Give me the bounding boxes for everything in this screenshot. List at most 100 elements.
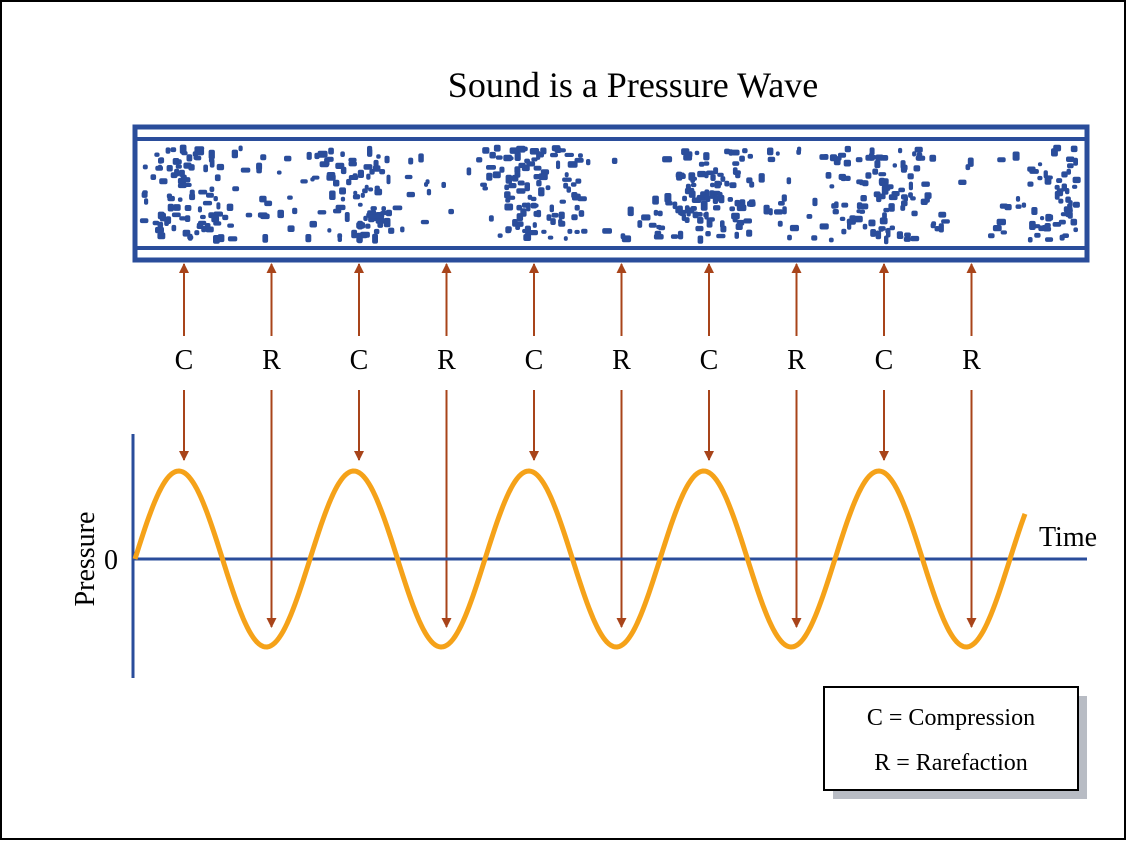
air-particle: [714, 180, 721, 189]
air-particle: [988, 233, 995, 239]
air-particle: [524, 182, 530, 192]
air-particle: [823, 154, 829, 160]
air-particle: [684, 217, 690, 223]
air-particle: [652, 195, 659, 205]
air-particle: [1034, 232, 1041, 238]
air-particle: [1045, 237, 1054, 242]
air-particle: [142, 190, 148, 195]
air-particle: [1072, 184, 1078, 189]
air-particle: [586, 159, 591, 166]
air-particle: [828, 237, 834, 243]
air-particle: [545, 185, 551, 191]
air-particle: [903, 236, 911, 242]
air-particle: [287, 225, 295, 232]
air-particle: [879, 217, 888, 225]
air-particle: [581, 228, 588, 234]
air-particle: [859, 180, 867, 186]
air-particle: [505, 174, 513, 184]
air-particle: [379, 169, 386, 175]
air-particle: [881, 185, 889, 195]
compression-label: C: [525, 345, 544, 376]
air-particle: [896, 234, 904, 239]
air-particle: [778, 201, 785, 206]
air-particle: [563, 182, 569, 189]
air-particle: [547, 235, 554, 240]
air-particle: [811, 235, 818, 241]
air-particle: [1072, 201, 1080, 208]
air-particle: [182, 229, 191, 237]
air-particle: [383, 217, 391, 228]
air-particle: [238, 145, 243, 152]
air-particle: [697, 235, 704, 244]
air-particle: [690, 182, 697, 188]
air-particle: [365, 223, 371, 229]
air-particle: [862, 223, 868, 230]
air-particle: [838, 173, 847, 180]
air-particle: [363, 164, 373, 170]
air-particle: [758, 173, 765, 183]
air-particle: [777, 220, 783, 227]
air-particle: [227, 223, 234, 228]
air-particle: [227, 236, 238, 242]
air-particle: [523, 234, 532, 241]
air-particle: [844, 145, 851, 153]
air-particle: [662, 156, 673, 163]
air-particle: [916, 152, 923, 161]
air-particle: [892, 163, 897, 168]
air-particle: [326, 156, 334, 162]
air-particle: [504, 184, 510, 191]
air-particle: [558, 218, 563, 224]
air-particle: [217, 234, 225, 243]
air-particle: [418, 153, 424, 163]
air-particle: [664, 193, 672, 203]
air-particle: [574, 229, 580, 234]
air-particle: [259, 195, 267, 203]
air-particle: [497, 233, 503, 238]
air-particle: [541, 229, 547, 234]
air-particle: [901, 194, 908, 200]
air-particle: [562, 177, 572, 182]
legend-compression: C = Compression: [867, 705, 1035, 731]
air-particle: [1070, 218, 1078, 226]
air-particle: [703, 161, 710, 166]
air-particle: [829, 184, 835, 189]
air-particle: [1055, 191, 1064, 197]
time-axis-label: Time: [1039, 522, 1097, 553]
air-particle: [751, 199, 756, 204]
air-particle: [883, 207, 890, 213]
air-particle: [172, 158, 180, 165]
compression-label: C: [350, 345, 369, 376]
air-particle: [999, 203, 1008, 209]
air-particle: [1068, 200, 1073, 207]
air-particle: [717, 172, 724, 177]
air-particle: [724, 180, 730, 187]
air-particle: [175, 164, 182, 169]
air-particle: [516, 188, 526, 194]
air-particle: [1053, 144, 1062, 152]
air-particle: [527, 194, 533, 200]
air-particle: [930, 222, 936, 229]
air-particle: [1037, 162, 1043, 167]
air-particle: [505, 198, 511, 203]
air-particle: [1066, 156, 1075, 162]
air-particle: [736, 219, 745, 226]
air-particle: [1061, 171, 1068, 178]
air-particle: [344, 212, 350, 222]
air-particle: [681, 148, 690, 156]
air-particle: [558, 211, 565, 220]
air-particle: [1015, 204, 1022, 209]
air-particle: [524, 225, 531, 235]
air-particle: [684, 208, 695, 214]
air-particle: [889, 225, 895, 231]
air-particle: [697, 170, 706, 178]
air-particle: [1021, 202, 1027, 208]
air-particle: [213, 196, 218, 202]
air-particle: [1000, 230, 1007, 235]
air-particle: [742, 148, 748, 154]
air-particle: [305, 234, 312, 243]
air-particle: [732, 161, 740, 166]
air-particle: [856, 202, 863, 210]
air-particle: [898, 147, 903, 154]
air-particle: [360, 192, 365, 198]
air-particle: [194, 146, 205, 151]
